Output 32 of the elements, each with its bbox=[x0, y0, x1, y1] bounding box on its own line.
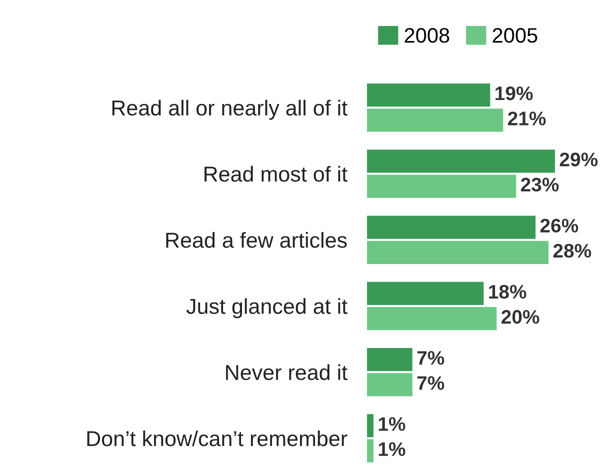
bar bbox=[367, 150, 555, 173]
y-tick-label: Don’t know/can’t remember bbox=[87, 430, 348, 446]
data-label: 23% bbox=[520, 178, 559, 192]
y-tick-label: Read all or nearly all of it bbox=[112, 100, 348, 120]
legend-label: 2008 bbox=[404, 28, 450, 43]
bar bbox=[367, 348, 412, 372]
data-label: 21% bbox=[508, 112, 546, 126]
data-label: 1% bbox=[378, 442, 406, 456]
data-label: 28% bbox=[553, 244, 592, 258]
data-label: 18% bbox=[489, 284, 526, 299]
bar bbox=[367, 174, 516, 198]
bar bbox=[367, 373, 412, 396]
bar bbox=[367, 414, 374, 438]
data-label: 20% bbox=[501, 310, 540, 324]
bar bbox=[367, 83, 490, 107]
data-label: 26% bbox=[540, 218, 578, 233]
legend-label: 2005 bbox=[492, 28, 538, 43]
bar bbox=[367, 439, 374, 462]
bar bbox=[367, 240, 549, 264]
bar bbox=[367, 216, 536, 239]
y-tick-label: Read most of it bbox=[204, 166, 348, 182]
y-tick-label: Read a few articles bbox=[166, 232, 347, 248]
bar bbox=[367, 282, 484, 305]
data-label: 1% bbox=[378, 417, 406, 431]
bar bbox=[367, 306, 497, 330]
bar bbox=[367, 108, 504, 132]
y-tick-label: Never read it bbox=[226, 364, 348, 380]
data-label: 7% bbox=[417, 376, 444, 390]
data-label: 29% bbox=[560, 152, 598, 166]
data-label: 19% bbox=[496, 86, 533, 100]
y-tick-label: Just glanced at it bbox=[186, 298, 348, 318]
data-label: 7% bbox=[417, 351, 444, 365]
